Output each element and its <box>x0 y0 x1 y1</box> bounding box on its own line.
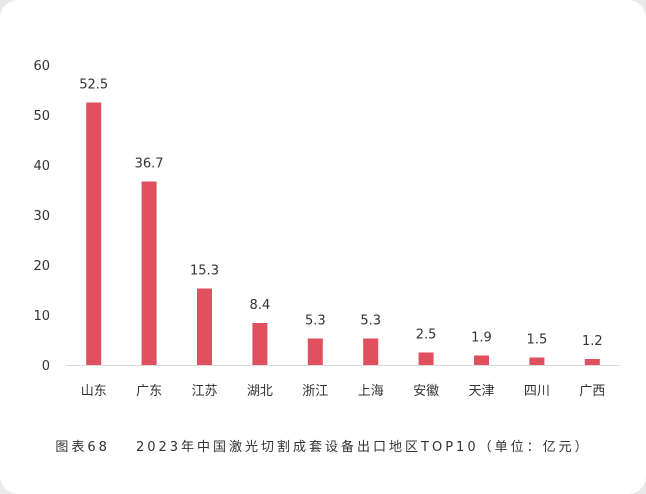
figure-number: 图表68 <box>55 440 110 455</box>
x-axis: 山东 广东 江苏 湖北 浙江 上海 安徽 天津 四川 广西 <box>66 365 620 399</box>
y-tick-label: 60 <box>33 59 50 74</box>
figure-caption: 图表68 2023年中国激光切割成套设备出口地区TOP10（单位：亿元） <box>0 436 646 455</box>
bar <box>474 355 489 365</box>
y-tick-label: 10 <box>33 309 50 324</box>
data-label: 1.9 <box>471 331 492 346</box>
y-tick-label: 40 <box>33 159 50 174</box>
y-tick-label: 30 <box>33 209 50 224</box>
y-axis: 0 10 20 30 40 50 60 <box>33 59 50 374</box>
y-tick-label: 50 <box>33 109 50 124</box>
bar <box>584 359 600 365</box>
x-tick-label: 湖北 <box>247 384 273 399</box>
x-tick-label: 山东 <box>81 384 107 399</box>
bar <box>307 338 323 365</box>
bar <box>197 288 212 365</box>
bar <box>529 357 545 365</box>
y-tick-label: 20 <box>33 259 50 274</box>
bar <box>418 352 434 365</box>
x-tick-label: 浙江 <box>302 384 328 399</box>
x-tick-label: 上海 <box>358 384 384 399</box>
data-label: 8.4 <box>250 298 271 313</box>
data-label: 1.2 <box>582 334 603 349</box>
y-tick-label: 0 <box>42 359 50 374</box>
x-tick-label: 广东 <box>136 384 162 399</box>
data-label: 5.3 <box>305 314 326 329</box>
data-label: 15.3 <box>190 264 219 279</box>
data-label: 36.7 <box>135 157 164 172</box>
data-label: 52.5 <box>79 78 108 93</box>
x-tick-label: 江苏 <box>191 383 217 399</box>
data-label: 2.5 <box>416 328 437 343</box>
data-label: 5.3 <box>360 314 381 329</box>
bar <box>141 181 157 365</box>
value-labels: 52.5 36.7 15.3 8.4 5.3 5.3 2.5 1.9 1.5 1.2 <box>79 78 602 350</box>
x-tick-label: 安徽 <box>413 384 439 399</box>
bars <box>86 102 600 365</box>
x-tick-label: 广西 <box>579 384 605 399</box>
x-tick-label: 天津 <box>468 384 494 399</box>
data-label: 1.5 <box>527 333 548 348</box>
figure-caption-text: 2023年中国激光切割成套设备出口地区TOP10（单位：亿元） <box>135 440 591 455</box>
x-tick-label: 四川 <box>524 384 550 399</box>
bar <box>363 338 379 365</box>
bar <box>86 102 102 365</box>
bar <box>252 323 268 365</box>
